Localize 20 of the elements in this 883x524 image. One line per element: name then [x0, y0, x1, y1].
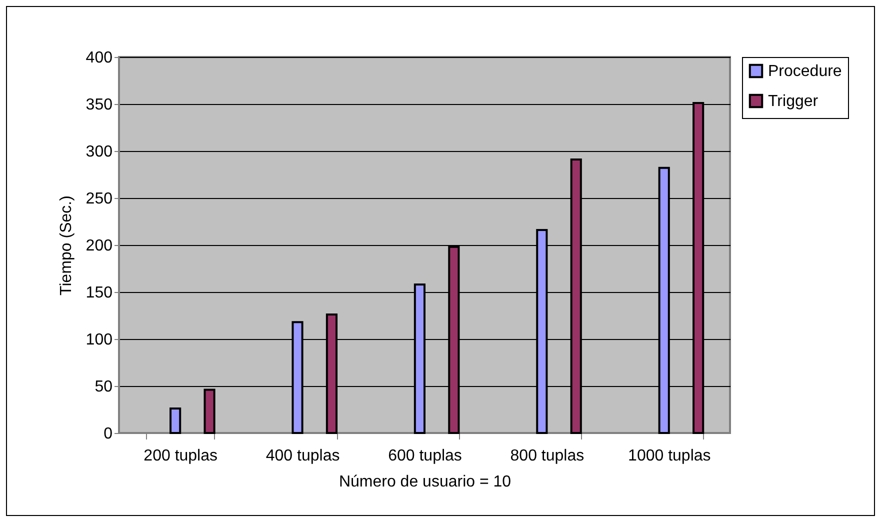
y-tick-label: 250 [86, 190, 113, 208]
x-tick-label: 600 tuplas [388, 448, 462, 464]
x-tick-label: 400 tuplas [266, 448, 340, 464]
x-axis-title: Número de usuario = 10 [338, 474, 512, 490]
y-tick-label: 50 [94, 378, 113, 396]
legend-label: Procedure [768, 63, 842, 80]
y-tick-label: 400 [86, 50, 113, 66]
x-tick-label: 1000 tuplas [628, 448, 711, 464]
bar [204, 388, 216, 434]
legend-label: Trigger [768, 93, 819, 110]
y-tick-label: 200 [86, 238, 113, 254]
y-axis-title: Tiempo (Sec.) [58, 196, 75, 296]
bar [170, 408, 182, 434]
y-tick-label: 150 [86, 284, 113, 302]
y-tick-label: 0 [104, 426, 113, 442]
y-tick-label: 300 [86, 144, 113, 160]
x-tick-label: 200 tuplas [144, 448, 218, 464]
y-tick-label: 100 [86, 332, 113, 348]
x-tick-label: 800 tuplas [510, 448, 584, 464]
y-tick-label: 350 [86, 96, 113, 114]
